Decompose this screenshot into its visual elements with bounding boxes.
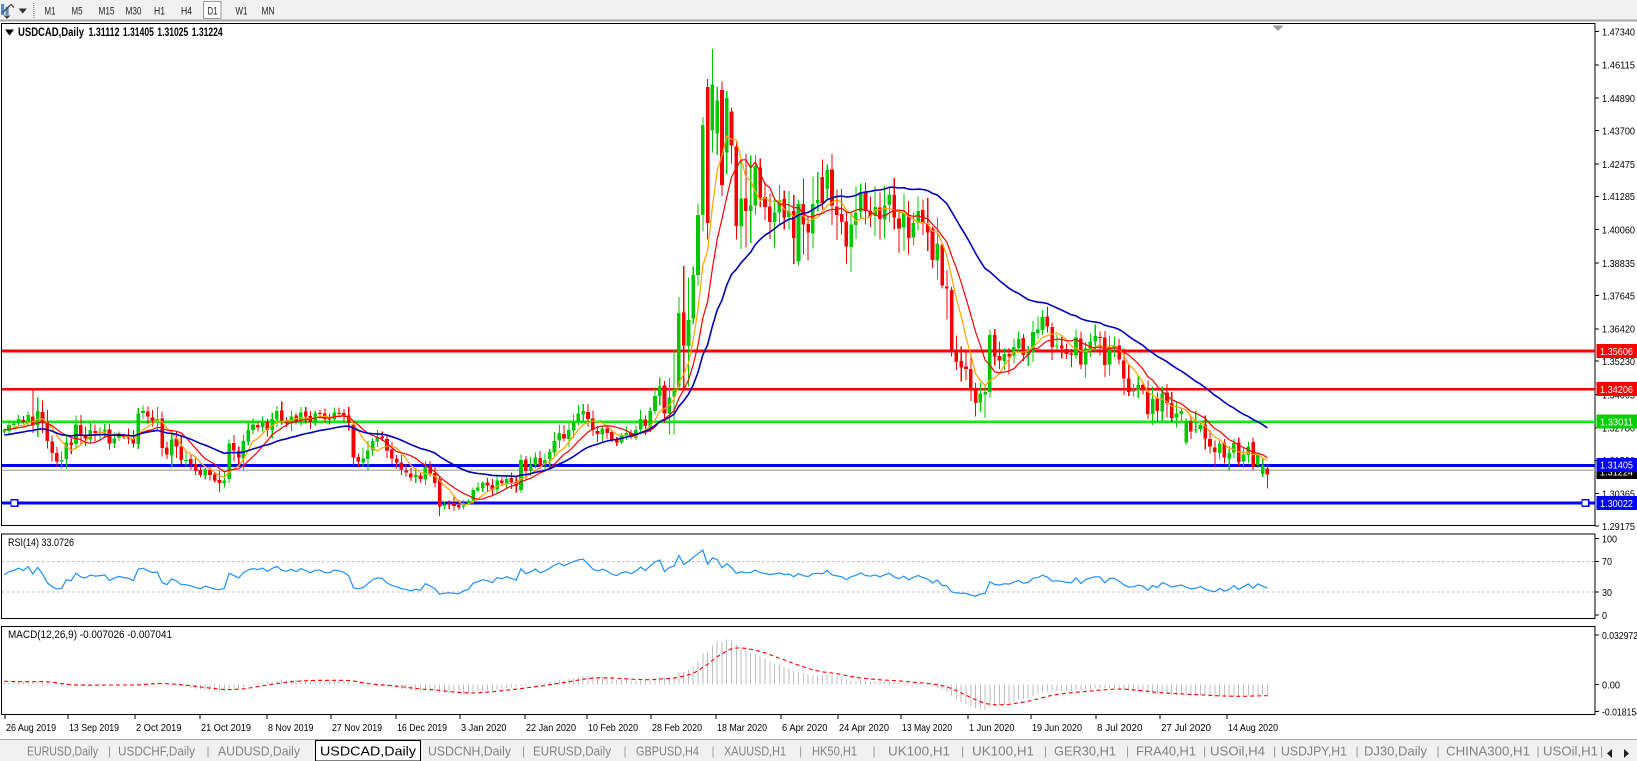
svg-text:1.30022: 1.30022	[1600, 498, 1633, 510]
svg-text:|: |	[1126, 744, 1129, 758]
svg-text:|: |	[1356, 744, 1359, 758]
svg-text:1.31112: 1.31112	[89, 25, 120, 39]
svg-text:|: |	[1437, 744, 1440, 758]
svg-text:HK50,H1: HK50,H1	[812, 744, 857, 759]
svg-text:26 Aug 2019: 26 Aug 2019	[6, 722, 56, 734]
svg-text:|: |	[1600, 744, 1603, 758]
svg-text:0.00: 0.00	[1602, 679, 1620, 691]
svg-text:1.35606: 1.35606	[1600, 346, 1633, 358]
svg-text:XAUUSD,H1: XAUUSD,H1	[724, 744, 786, 759]
svg-text:19 Jun 2020: 19 Jun 2020	[1032, 722, 1082, 734]
svg-text:|: |	[961, 744, 964, 758]
svg-text:1.40060: 1.40060	[1602, 225, 1635, 237]
svg-text:|: |	[873, 744, 876, 758]
svg-text:3 Jan 2020: 3 Jan 2020	[461, 722, 507, 734]
svg-text:MN: MN	[262, 6, 275, 18]
svg-text:8 Nov 2019: 8 Nov 2019	[268, 722, 314, 734]
svg-text:GBPUSD,H4: GBPUSD,H4	[636, 744, 699, 759]
svg-text:2 Oct 2019: 2 Oct 2019	[136, 722, 182, 734]
svg-text:100: 100	[1602, 533, 1617, 545]
svg-text:RSI(14) 33.0726: RSI(14) 33.0726	[8, 537, 74, 549]
svg-text:EURUSD,Daily: EURUSD,Daily	[27, 744, 98, 759]
svg-text:1.47340: 1.47340	[1602, 26, 1635, 38]
svg-text:H1: H1	[154, 6, 165, 18]
svg-text:|: |	[1203, 744, 1206, 758]
svg-text:GER30,H1: GER30,H1	[1054, 744, 1116, 759]
svg-text:|: |	[799, 744, 802, 758]
svg-text:UK100,H1: UK100,H1	[888, 744, 950, 759]
svg-text:70: 70	[1602, 556, 1612, 568]
svg-text:1.31405: 1.31405	[123, 25, 154, 39]
svg-text:|: |	[108, 744, 111, 758]
svg-text:1.41285: 1.41285	[1602, 191, 1635, 203]
svg-text:|: |	[207, 744, 210, 758]
svg-text:27 Jul 2020: 27 Jul 2020	[1161, 722, 1211, 734]
svg-text:1.31224: 1.31224	[192, 25, 223, 39]
svg-text:USDCNH,Daily: USDCNH,Daily	[428, 744, 511, 759]
svg-text:M15: M15	[99, 6, 115, 18]
svg-text:|: |	[1273, 744, 1276, 758]
svg-text:0.032972: 0.032972	[1602, 630, 1637, 642]
svg-text:1.31405: 1.31405	[1600, 460, 1633, 472]
svg-text:1.44890: 1.44890	[1602, 93, 1635, 105]
svg-text:8 Jul 2020: 8 Jul 2020	[1097, 722, 1143, 734]
svg-text:1.36420: 1.36420	[1602, 324, 1635, 336]
svg-text:13 May 2020: 13 May 2020	[902, 722, 952, 734]
svg-text:1.29175: 1.29175	[1602, 521, 1635, 533]
svg-text:W1: W1	[236, 6, 248, 18]
svg-text:1.42475: 1.42475	[1602, 159, 1635, 171]
svg-text:|: |	[624, 744, 627, 758]
svg-text:1.38835: 1.38835	[1602, 258, 1635, 270]
svg-text:1.37645: 1.37645	[1602, 290, 1635, 302]
svg-text:M30: M30	[126, 6, 142, 18]
svg-text:USOil,H4: USOil,H4	[1210, 744, 1265, 759]
svg-text:24 Apr 2020: 24 Apr 2020	[839, 722, 889, 734]
svg-text:10 Feb 2020: 10 Feb 2020	[588, 722, 638, 734]
svg-text:16 Dec 2019: 16 Dec 2019	[397, 722, 447, 734]
svg-text:|: |	[522, 744, 525, 758]
svg-text:27 Nov 2019: 27 Nov 2019	[332, 722, 382, 734]
svg-text:0: 0	[1602, 610, 1607, 622]
svg-text:|: |	[1537, 744, 1540, 758]
svg-text:M1: M1	[45, 6, 56, 18]
svg-text:USDCAD,Daily: USDCAD,Daily	[320, 744, 417, 759]
svg-text:1.31025: 1.31025	[157, 25, 188, 39]
svg-text:|: |	[712, 744, 715, 758]
svg-text:28 Feb 2020: 28 Feb 2020	[652, 722, 702, 734]
svg-text:EURUSD,Daily: EURUSD,Daily	[533, 744, 611, 759]
svg-text:21 Oct 2019: 21 Oct 2019	[201, 722, 251, 734]
svg-text:USOil,H1: USOil,H1	[1543, 744, 1598, 759]
svg-text:D1: D1	[208, 6, 218, 18]
svg-text:-0.018154: -0.018154	[1602, 707, 1637, 719]
svg-text:1.43700: 1.43700	[1602, 125, 1635, 137]
svg-text:AUDUSD,Daily: AUDUSD,Daily	[218, 744, 300, 759]
svg-text:USDCHF,Daily: USDCHF,Daily	[118, 744, 195, 759]
svg-text:13 Sep 2019: 13 Sep 2019	[69, 722, 119, 734]
svg-text:DJ30,Daily: DJ30,Daily	[1364, 744, 1427, 759]
svg-text:|: |	[1044, 744, 1047, 758]
svg-text:1.35230: 1.35230	[1602, 356, 1635, 368]
svg-text:MACD(12,26,9) -0.007026 -0.007: MACD(12,26,9) -0.007026 -0.007041	[8, 629, 172, 641]
svg-text:UK100,H1: UK100,H1	[972, 744, 1034, 759]
svg-text:CHINA300,H1: CHINA300,H1	[1446, 744, 1530, 759]
svg-text:M5: M5	[72, 6, 83, 18]
svg-text:1.46115: 1.46115	[1602, 60, 1635, 72]
svg-text:USDCAD,Daily: USDCAD,Daily	[18, 25, 84, 39]
svg-text:6 Apr 2020: 6 Apr 2020	[782, 722, 828, 734]
svg-text:1 Jun 2020: 1 Jun 2020	[969, 722, 1015, 734]
svg-text:18 Mar 2020: 18 Mar 2020	[717, 722, 767, 734]
svg-text:USDJPY,H1: USDJPY,H1	[1281, 744, 1347, 759]
svg-text:FRA40,H1: FRA40,H1	[1136, 744, 1196, 759]
svg-text:30: 30	[1602, 587, 1612, 599]
svg-text:1.34206: 1.34206	[1600, 384, 1633, 396]
svg-text:14 Aug 2020: 14 Aug 2020	[1228, 722, 1278, 734]
svg-text:22 Jan 2020: 22 Jan 2020	[526, 722, 576, 734]
svg-text:H4: H4	[181, 6, 192, 18]
svg-text:1.33011: 1.33011	[1600, 416, 1633, 428]
